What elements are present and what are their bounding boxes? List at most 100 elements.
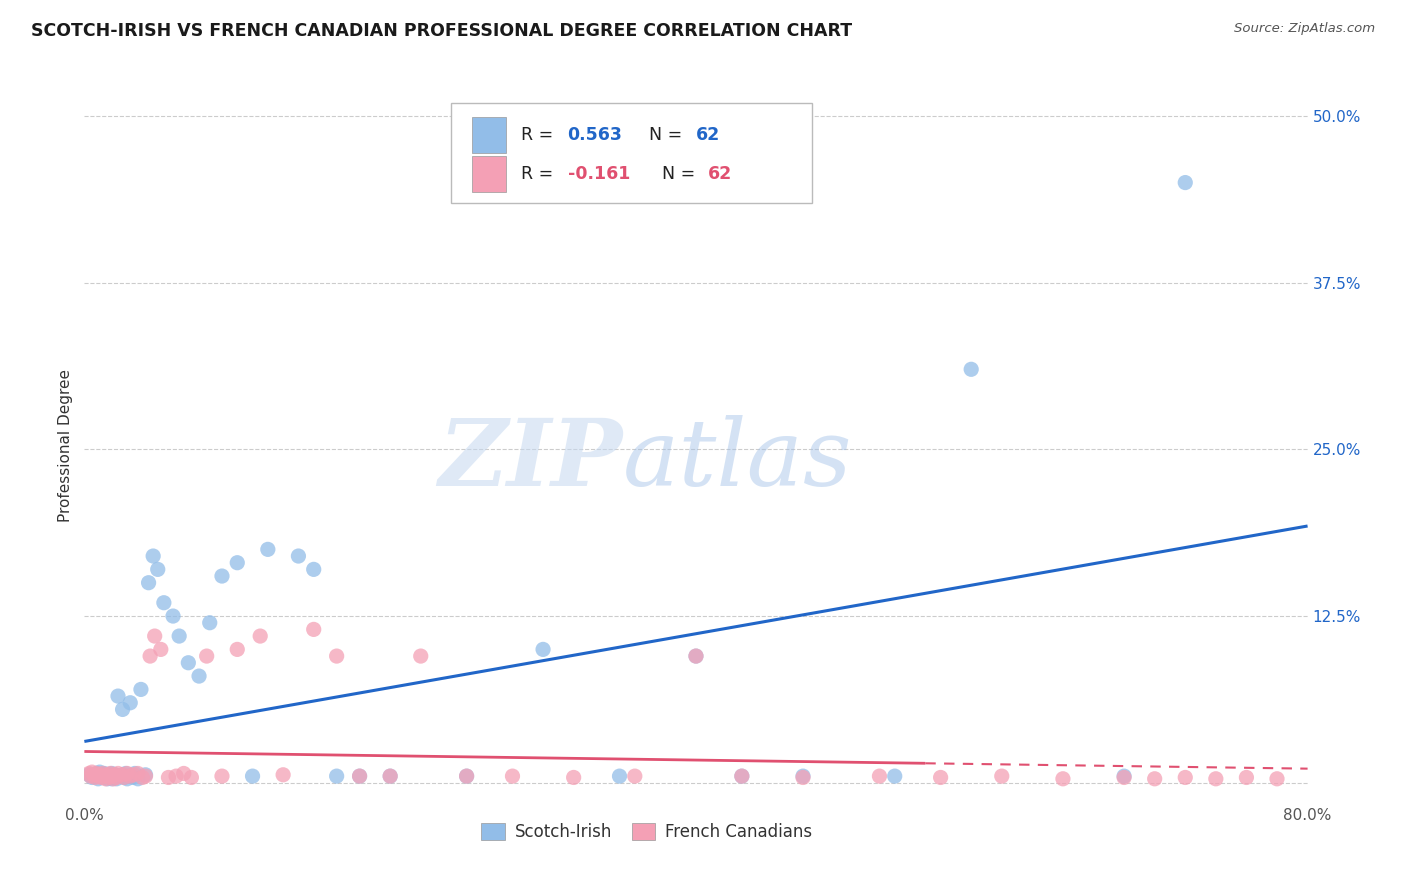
Point — [80, 771, 103, 785]
Point — [84, 769, 107, 783]
Point — [380, 769, 402, 783]
Point — [1114, 771, 1136, 785]
Point — [142, 549, 165, 563]
Point — [90, 771, 112, 785]
Point — [1205, 772, 1227, 786]
Point — [101, 772, 124, 786]
Point — [165, 769, 187, 783]
Point — [1052, 772, 1074, 786]
Point — [167, 629, 190, 643]
Point — [302, 562, 325, 576]
Point — [143, 629, 166, 643]
Point — [91, 771, 114, 785]
Point — [562, 771, 585, 785]
Point — [211, 769, 233, 783]
Point — [624, 769, 647, 783]
Point — [249, 629, 271, 643]
Text: SCOTCH-IRISH VS FRENCH CANADIAN PROFESSIONAL DEGREE CORRELATION CHART: SCOTCH-IRISH VS FRENCH CANADIAN PROFESSI… — [31, 22, 852, 40]
Point — [101, 769, 124, 783]
Point — [105, 772, 128, 786]
Point — [97, 768, 120, 782]
Point — [380, 769, 402, 783]
Point — [173, 766, 195, 780]
Point — [86, 766, 108, 780]
Point — [127, 766, 149, 780]
Bar — [472, 156, 506, 192]
Text: 62: 62 — [709, 165, 733, 183]
Point — [531, 642, 554, 657]
Point — [122, 771, 145, 785]
Point — [135, 768, 157, 782]
Point — [98, 771, 121, 785]
Point — [97, 771, 120, 785]
Point — [94, 772, 117, 786]
Point — [287, 549, 309, 563]
Point — [211, 569, 233, 583]
Point — [456, 769, 478, 783]
Text: N =: N = — [650, 126, 689, 144]
Point — [929, 771, 952, 785]
Point — [271, 768, 294, 782]
Point — [869, 769, 891, 783]
Point — [80, 765, 103, 780]
Point — [96, 768, 118, 782]
Point — [111, 702, 134, 716]
FancyBboxPatch shape — [451, 103, 813, 203]
Point — [122, 768, 145, 782]
Point — [302, 623, 325, 637]
Text: R =: R = — [522, 126, 558, 144]
Point — [502, 769, 524, 783]
Point — [91, 766, 114, 780]
Point — [120, 769, 142, 783]
Point — [101, 766, 124, 780]
Point — [325, 769, 347, 783]
Point — [96, 772, 118, 786]
Text: Source: ZipAtlas.com: Source: ZipAtlas.com — [1234, 22, 1375, 36]
Point — [157, 771, 180, 785]
Point — [104, 771, 127, 785]
Point — [153, 596, 176, 610]
Point — [226, 642, 249, 657]
Point — [242, 769, 264, 783]
Point — [120, 696, 142, 710]
Point — [96, 769, 118, 783]
Legend: Scotch-Irish, French Canadians: Scotch-Irish, French Canadians — [475, 816, 820, 848]
Point — [149, 642, 172, 657]
Point — [115, 772, 138, 786]
Point — [104, 768, 127, 782]
Text: atlas: atlas — [623, 416, 852, 505]
Point — [1174, 176, 1197, 190]
Point — [991, 769, 1014, 783]
Point — [83, 768, 105, 782]
Point — [349, 769, 371, 783]
Point — [105, 771, 128, 785]
Point — [883, 769, 905, 783]
Point — [792, 769, 814, 783]
Point — [77, 768, 100, 782]
Point — [112, 771, 135, 785]
Point — [107, 689, 129, 703]
Point — [180, 771, 202, 785]
Point — [456, 769, 478, 783]
Point — [107, 766, 129, 780]
Point — [86, 766, 108, 780]
Point — [685, 649, 707, 664]
Text: ZIP: ZIP — [439, 416, 623, 505]
Text: N =: N = — [662, 165, 700, 183]
Point — [349, 769, 371, 783]
Point — [1143, 772, 1166, 786]
Point — [124, 766, 146, 780]
Text: 62: 62 — [696, 126, 720, 144]
Text: 0.563: 0.563 — [568, 126, 623, 144]
Point — [112, 771, 135, 785]
Point — [89, 768, 111, 782]
Point — [93, 769, 115, 783]
Point — [960, 362, 983, 376]
Point — [792, 771, 814, 785]
Point — [177, 656, 200, 670]
Point — [731, 769, 754, 783]
Point — [325, 649, 347, 664]
Point — [127, 772, 149, 786]
Point — [195, 649, 218, 664]
Point — [87, 769, 110, 783]
